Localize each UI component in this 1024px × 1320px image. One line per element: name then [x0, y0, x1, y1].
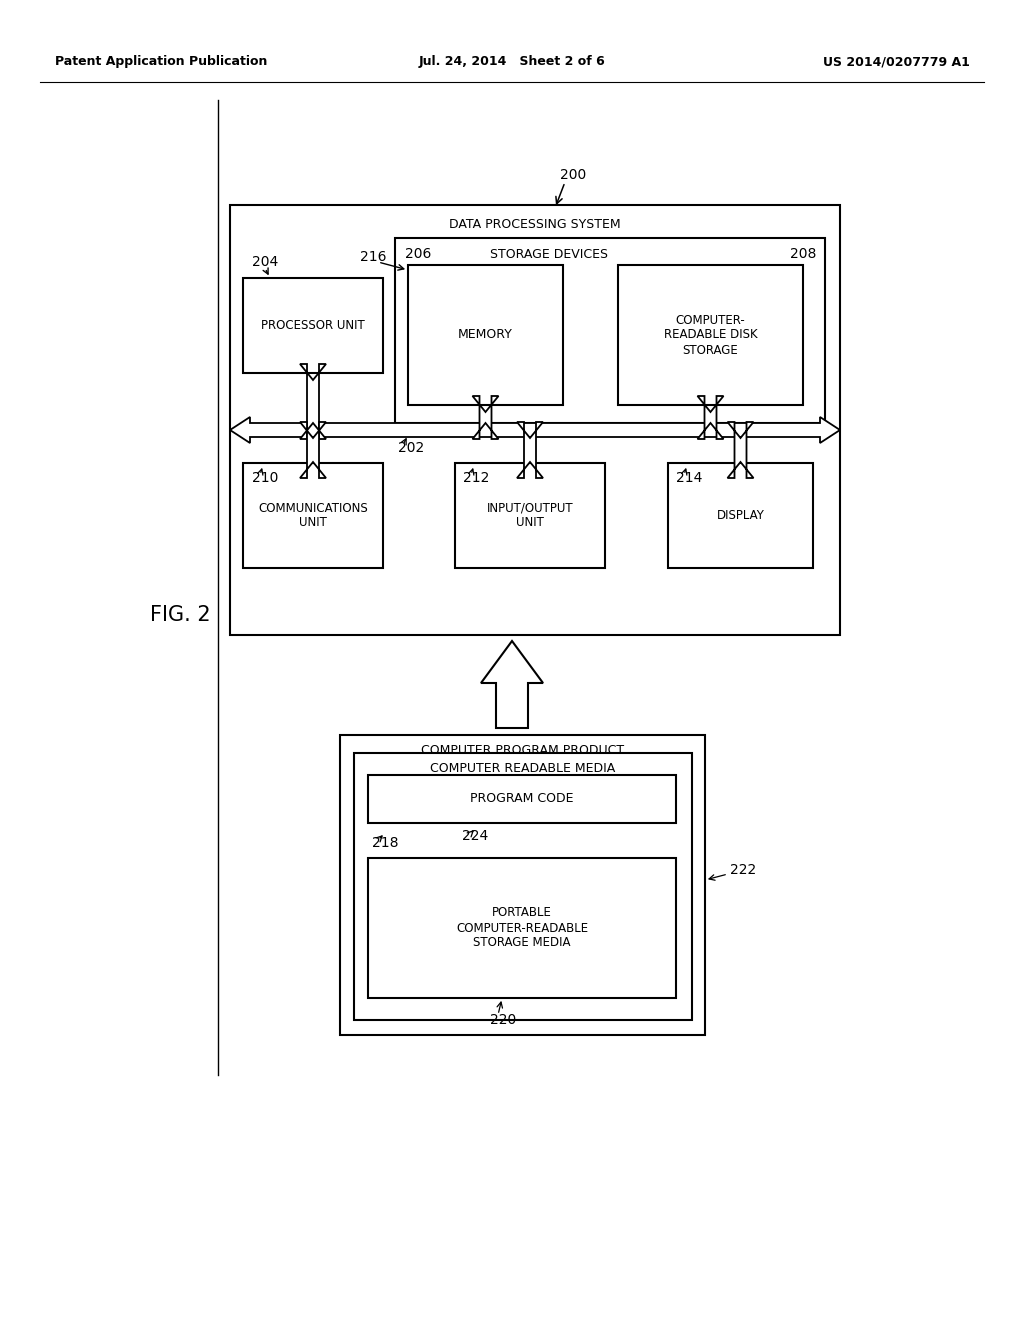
Text: DATA PROCESSING SYSTEM: DATA PROCESSING SYSTEM — [450, 219, 621, 231]
Bar — [618, 265, 803, 405]
Bar — [243, 463, 383, 568]
Text: 204: 204 — [252, 255, 279, 269]
Text: 222: 222 — [730, 863, 757, 876]
Polygon shape — [300, 364, 326, 440]
Polygon shape — [697, 396, 724, 440]
Text: MEMORY: MEMORY — [458, 329, 513, 342]
Polygon shape — [517, 422, 543, 478]
Text: 212: 212 — [463, 471, 489, 484]
Text: COMPUTER-
READABLE DISK
STORAGE: COMPUTER- READABLE DISK STORAGE — [664, 314, 758, 356]
Text: COMMUNICATIONS
UNIT: COMMUNICATIONS UNIT — [258, 502, 368, 529]
Bar — [243, 279, 383, 374]
Bar — [230, 205, 840, 635]
Polygon shape — [481, 642, 543, 729]
Bar — [340, 735, 705, 1035]
Text: 206: 206 — [406, 247, 431, 261]
Bar — [368, 775, 676, 822]
Text: DISPLAY: DISPLAY — [717, 510, 765, 521]
Bar — [408, 265, 563, 405]
Text: 216: 216 — [360, 249, 386, 264]
Text: PROCESSOR UNIT: PROCESSOR UNIT — [261, 319, 365, 333]
Text: PROGRAM CODE: PROGRAM CODE — [470, 792, 573, 805]
Polygon shape — [300, 422, 326, 478]
Text: COMPUTER READABLE MEDIA: COMPUTER READABLE MEDIA — [430, 763, 615, 776]
Bar — [455, 463, 605, 568]
Bar — [668, 463, 813, 568]
Text: 202: 202 — [398, 441, 424, 455]
Bar — [354, 752, 692, 1020]
Text: 214: 214 — [676, 471, 702, 484]
Bar — [395, 238, 825, 422]
Text: 220: 220 — [490, 1012, 516, 1027]
Text: 218: 218 — [372, 836, 398, 850]
Text: COMPUTER PROGRAM PRODUCT: COMPUTER PROGRAM PRODUCT — [421, 744, 624, 758]
Text: INPUT/OUTPUT
UNIT: INPUT/OUTPUT UNIT — [486, 502, 573, 529]
Text: FIG. 2: FIG. 2 — [150, 605, 211, 624]
Text: Patent Application Publication: Patent Application Publication — [55, 55, 267, 69]
Text: 200: 200 — [560, 168, 587, 182]
Text: 208: 208 — [790, 247, 816, 261]
Text: Jul. 24, 2014   Sheet 2 of 6: Jul. 24, 2014 Sheet 2 of 6 — [419, 55, 605, 69]
Text: 224: 224 — [462, 829, 488, 843]
Polygon shape — [230, 417, 840, 444]
Polygon shape — [472, 396, 499, 440]
Text: STORAGE DEVICES: STORAGE DEVICES — [490, 248, 608, 260]
Text: PORTABLE
COMPUTER-READABLE
STORAGE MEDIA: PORTABLE COMPUTER-READABLE STORAGE MEDIA — [456, 907, 588, 949]
Text: 210: 210 — [252, 471, 279, 484]
Bar — [368, 858, 676, 998]
Polygon shape — [727, 422, 754, 478]
Text: US 2014/0207779 A1: US 2014/0207779 A1 — [823, 55, 970, 69]
